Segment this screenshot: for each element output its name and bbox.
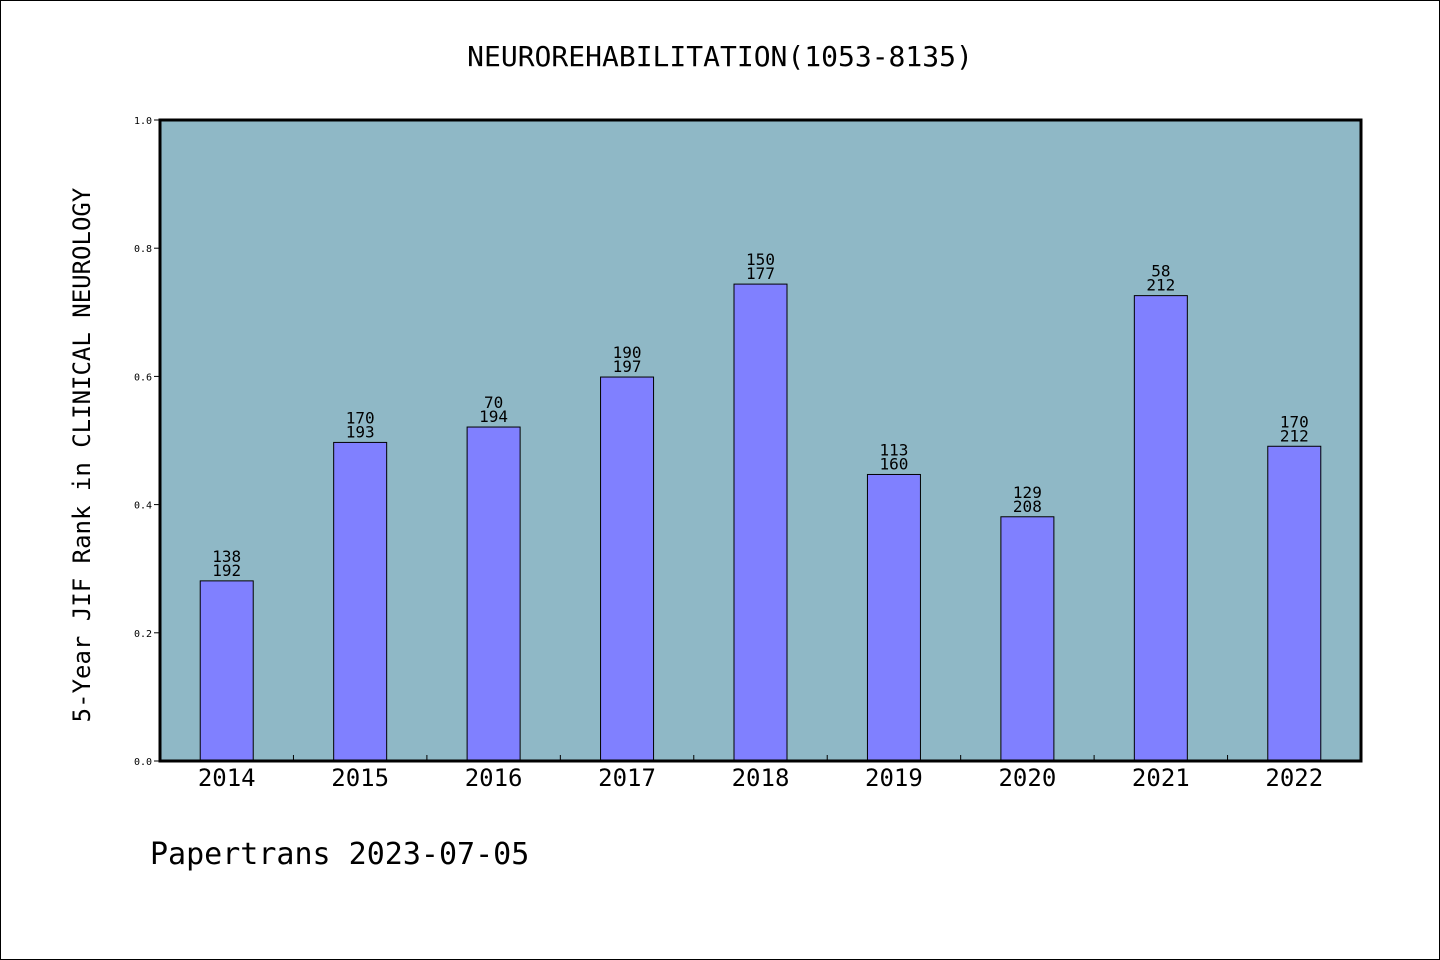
data-label-total: 197 [613,357,642,376]
data-label-total: 208 [1013,497,1042,516]
data-label-rank: 129 [1013,483,1042,502]
data-label-rank: 138 [212,547,241,566]
x-tick-label: 2017 [598,764,656,792]
bars [199,283,1322,762]
y-axis-label: 5-Year JIF Rank in CLINICAL NEUROLOGY [68,187,96,722]
data-label-rank: 58 [1151,262,1170,281]
y-tick-label: 0.0 [134,757,152,768]
y-tick-label: 0.6 [134,372,152,383]
x-tick-label: 2019 [865,764,923,792]
x-tick-label: 2021 [1132,764,1190,792]
x-tick-label: 2015 [331,764,389,792]
x-tick-label: 2020 [998,764,1056,792]
bar [1000,516,1055,762]
data-label-total: 193 [346,422,375,441]
data-label-rank: 170 [346,408,375,427]
data-label-rank: 190 [613,343,642,362]
chart-title: NEUROREHABILITATION(1053-8135) [467,40,973,73]
data-label-total: 212 [1146,276,1175,295]
bar [333,441,388,762]
data-label-rank: 170 [1280,412,1309,431]
x-tick-label: 2018 [732,764,790,792]
x-tick-label: 2014 [198,764,256,792]
y-tick-label: 0.4 [134,501,152,512]
data-label-total: 192 [212,561,241,580]
footer-text: Papertrans 2023-07-05 [150,837,529,872]
bar [866,473,921,762]
y-tick-label: 0.2 [134,629,152,640]
bar [466,426,521,762]
y-tick-label: 1.0 [134,116,152,127]
bar [733,283,788,762]
data-label-total: 194 [479,407,508,426]
bar [1133,295,1188,762]
x-tick-label: 2022 [1265,764,1323,792]
plot-border [158,118,1363,763]
bar [199,580,254,762]
bar [1267,445,1322,762]
y-axis-ticks: 0.0 0.2 0.4 0.6 0.8 1.0 [134,116,160,768]
data-label-rank: 113 [879,440,908,459]
data-label-total: 212 [1280,426,1309,445]
x-tick-label: 2016 [465,764,523,792]
bar [600,376,655,762]
data-label-rank: 70 [484,393,503,412]
y-tick-label: 0.8 [134,244,152,255]
x-axis-ticks: 2014 2015 2016 2017 2018 2019 2020 2021 2022 [198,755,1323,792]
data-label-total: 177 [746,264,775,283]
data-label-rank: 150 [746,250,775,269]
data-labels: 1381921701937019419019715017711316012920… [212,250,1308,580]
data-label-total: 160 [879,454,908,473]
